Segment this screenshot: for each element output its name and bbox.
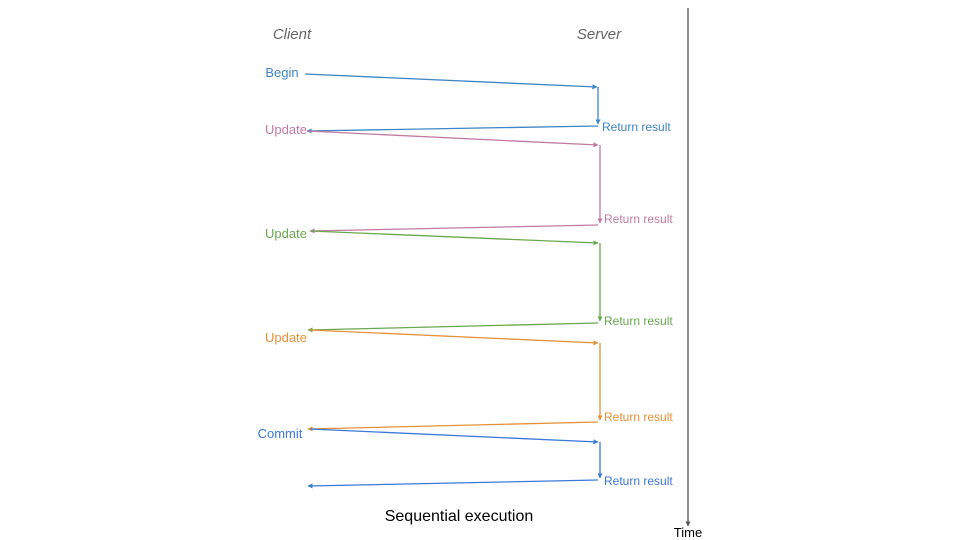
response-arrow — [307, 322, 599, 333]
request-arrow — [309, 428, 599, 445]
response-arrow — [309, 224, 599, 234]
request-arrow — [309, 329, 599, 346]
response-label: Return result — [604, 212, 673, 226]
response-label: Return result — [602, 120, 671, 134]
request-label: Commit — [258, 426, 303, 441]
step-5: Commit Return result — [258, 426, 673, 489]
request-arrow — [304, 73, 598, 90]
request-arrow — [309, 230, 599, 246]
step-2: Update Return result — [265, 122, 673, 234]
request-label: Update — [265, 330, 307, 345]
diagram-caption: Sequential execution — [385, 508, 534, 525]
time-label: Time — [674, 525, 702, 540]
request-label: Update — [265, 226, 307, 241]
response-label: Return result — [604, 410, 673, 424]
response-arrow — [307, 421, 599, 432]
server-header: Server — [577, 26, 622, 43]
response-arrow — [306, 125, 599, 134]
request-arrow — [306, 130, 599, 148]
step-3: Update Return result — [265, 226, 673, 333]
response-label: Return result — [604, 474, 673, 488]
step-4: Update Return result — [265, 329, 673, 432]
response-arrow — [307, 479, 599, 489]
request-label: Begin — [265, 65, 298, 80]
request-label: Update — [265, 122, 307, 137]
response-label: Return result — [604, 314, 673, 328]
step-1: Begin Return result — [265, 65, 671, 134]
client-header: Client — [273, 26, 312, 43]
